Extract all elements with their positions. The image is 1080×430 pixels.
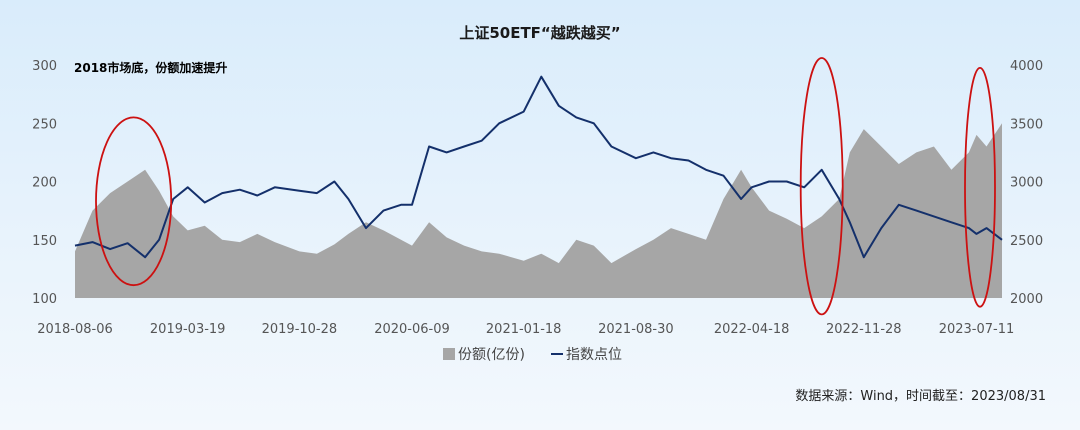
highlight-circle-1 [95,116,173,287]
highlight-circles [95,57,996,316]
legend: 份额(亿份) 指数点位 [443,347,622,363]
right-tick-label: 2500 [1010,234,1043,249]
x-tick-label: 2018-08-06 [37,322,113,337]
chart-title: 上证50ETF“越跌越买” [459,24,620,42]
legend-label-index: 指数点位 [566,347,622,363]
right-axis-ticks: 2000 2500 3000 3500 4000 [1010,59,1043,307]
left-tick-label: 150 [32,234,57,249]
chart-source: 数据来源：Wind，时间截至：2023/08/31 [795,389,1046,404]
x-tick-label: 2020-06-09 [374,322,450,337]
left-tick-label: 250 [32,117,57,132]
legend-swatch-share [443,348,455,360]
index-line-layer [74,75,1003,259]
x-tick-label: 2022-11-28 [826,322,902,337]
x-tick-label: 2023-07-11 [939,322,1015,337]
x-axis-ticks: 2018-08-06 2019-03-19 2019-10-28 2020-06-09… [37,322,1014,337]
right-tick-label: 3500 [1010,117,1043,132]
share-area-layer [75,123,1002,298]
x-tick-label: 2019-03-19 [150,322,226,337]
right-tick-label: 3000 [1010,176,1043,191]
x-tick-label: 2021-08-30 [598,322,674,337]
left-tick-label: 200 [32,176,57,191]
x-tick-label: 2019-10-28 [262,322,338,337]
share-area [75,123,1002,298]
index-line [74,75,1003,259]
chart-annotation: 2018市场底，份额加速提升 [74,60,227,75]
right-tick-label: 4000 [1010,59,1043,74]
highlight-circle-2 [799,57,844,316]
legend-label-share: 份额(亿份) [458,347,525,363]
left-axis-ticks: 100 150 200 250 300 [32,59,57,307]
left-tick-label: 100 [32,292,57,307]
x-tick-label: 2022-04-18 [714,322,790,337]
right-tick-label: 2000 [1010,292,1043,307]
x-tick-label: 2021-01-18 [486,322,562,337]
left-tick-label: 300 [32,59,57,74]
highlight-circle-3 [964,67,996,308]
